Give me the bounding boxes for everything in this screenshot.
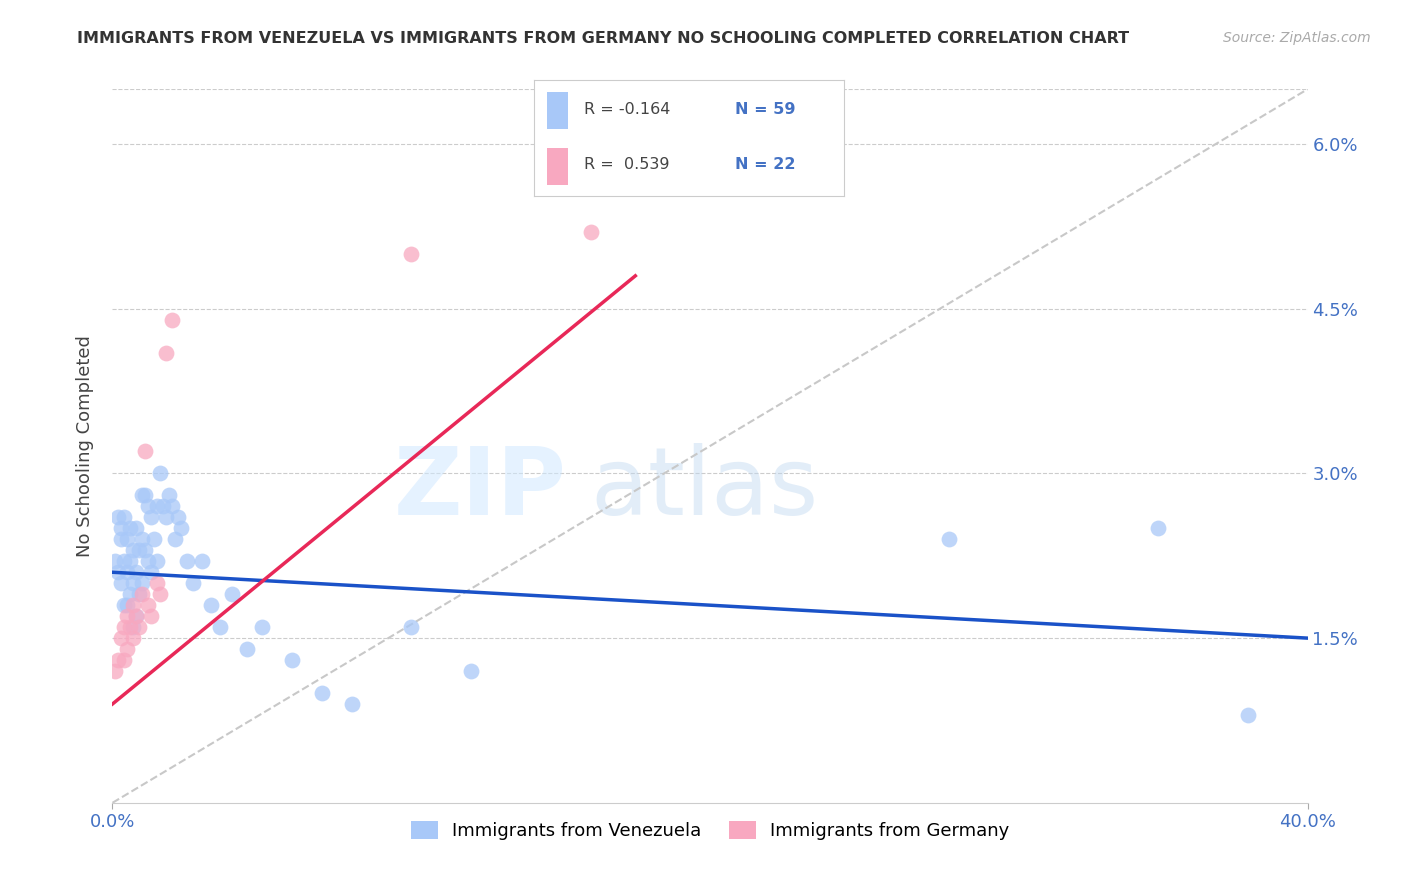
Text: IMMIGRANTS FROM VENEZUELA VS IMMIGRANTS FROM GERMANY NO SCHOOLING COMPLETED CORR: IMMIGRANTS FROM VENEZUELA VS IMMIGRANTS … — [77, 31, 1129, 46]
Point — [117, 642, 139, 657]
Point — [125, 609, 148, 624]
Y-axis label: No Schooling Completed: No Schooling Completed — [76, 335, 94, 557]
Point — [1237, 708, 1260, 723]
Point — [250, 620, 273, 634]
Text: R =  0.539: R = 0.539 — [583, 157, 669, 172]
Point — [143, 533, 166, 547]
Point — [162, 312, 183, 326]
Point — [110, 631, 132, 645]
Point — [460, 664, 482, 678]
Point — [122, 576, 145, 591]
Point — [155, 345, 177, 359]
Point — [165, 533, 187, 547]
Point — [128, 543, 150, 558]
Point — [141, 510, 163, 524]
Point — [114, 510, 135, 524]
Point — [152, 500, 174, 514]
Point — [191, 554, 214, 568]
Point — [146, 576, 169, 591]
Point — [122, 620, 145, 634]
Point — [120, 587, 142, 601]
Point — [209, 620, 232, 634]
Point — [104, 664, 127, 678]
Point — [107, 566, 129, 580]
Point — [134, 543, 156, 558]
Point — [281, 653, 304, 667]
Point — [579, 225, 602, 239]
Point — [131, 576, 153, 591]
Text: Source: ZipAtlas.com: Source: ZipAtlas.com — [1223, 31, 1371, 45]
Point — [200, 598, 222, 612]
Point — [125, 609, 148, 624]
Point — [114, 653, 135, 667]
Point — [141, 609, 163, 624]
Point — [157, 488, 180, 502]
Point — [1147, 521, 1170, 535]
Point — [134, 444, 156, 458]
Point — [131, 587, 153, 601]
Point — [311, 686, 333, 700]
Point — [117, 609, 139, 624]
Point — [125, 566, 148, 580]
Point — [221, 587, 243, 601]
Point — [122, 631, 145, 645]
Point — [117, 598, 139, 612]
Point — [120, 554, 142, 568]
Point — [110, 533, 132, 547]
Point — [138, 554, 160, 568]
Text: atlas: atlas — [591, 442, 818, 535]
Point — [131, 533, 153, 547]
Point — [110, 576, 132, 591]
Point — [167, 510, 190, 524]
Point — [117, 533, 139, 547]
Point — [146, 500, 169, 514]
Point — [125, 521, 148, 535]
Text: R = -0.164: R = -0.164 — [583, 102, 671, 117]
Point — [141, 566, 163, 580]
Point — [120, 620, 142, 634]
Text: N = 22: N = 22 — [735, 157, 796, 172]
Point — [134, 488, 156, 502]
Point — [138, 500, 160, 514]
Text: N = 59: N = 59 — [735, 102, 796, 117]
Point — [120, 521, 142, 535]
Point — [401, 247, 423, 261]
Text: ZIP: ZIP — [394, 442, 567, 535]
Point — [146, 554, 169, 568]
Point — [176, 554, 198, 568]
Point — [128, 587, 150, 601]
Point — [149, 467, 172, 481]
Point — [149, 587, 172, 601]
Legend: Immigrants from Venezuela, Immigrants from Germany: Immigrants from Venezuela, Immigrants fr… — [404, 814, 1017, 847]
Point — [107, 653, 129, 667]
Point — [340, 697, 363, 711]
Point — [122, 598, 145, 612]
Point — [138, 598, 160, 612]
Point — [114, 554, 135, 568]
Point — [114, 620, 135, 634]
Point — [114, 598, 135, 612]
Point — [236, 642, 259, 657]
Point — [110, 521, 132, 535]
Point — [117, 566, 139, 580]
Point — [107, 510, 129, 524]
Point — [938, 533, 960, 547]
Point — [128, 620, 150, 634]
Point — [104, 554, 127, 568]
Point — [401, 620, 423, 634]
Point — [181, 576, 204, 591]
Bar — [547, 147, 568, 185]
Point — [122, 543, 145, 558]
Point — [155, 510, 177, 524]
Point — [131, 488, 153, 502]
Point — [162, 500, 183, 514]
Bar — [547, 92, 568, 129]
Point — [170, 521, 193, 535]
